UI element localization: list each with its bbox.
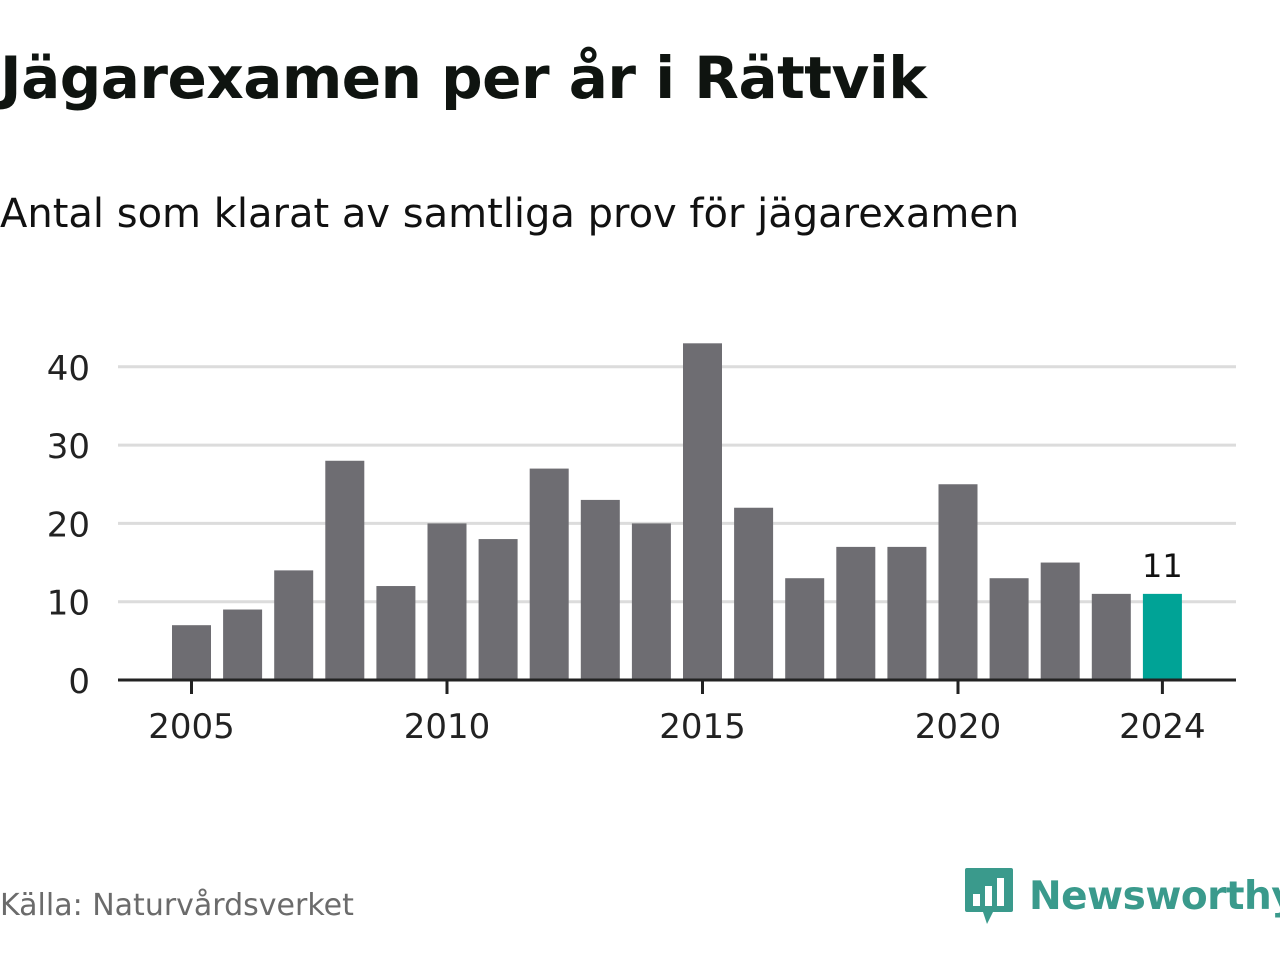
chart-title: Jägarexamen per år i Rättvik	[0, 44, 927, 112]
newsworthy-logo-icon	[965, 868, 1013, 924]
bar-2023	[1091, 593, 1131, 680]
labels: 0 10 20 30 40 2005 2010 2015 2020 2024 11	[47, 349, 1206, 747]
bar-2019	[887, 546, 927, 680]
bar-2006	[223, 609, 263, 680]
source-note: Källa: Naturvårdsverket	[0, 888, 354, 923]
y-tick-label: 30	[47, 427, 90, 467]
x-tick-label: 2010	[404, 707, 491, 747]
bar-2013	[580, 499, 620, 680]
bar-2008	[325, 460, 365, 680]
bar-2021	[989, 578, 1029, 680]
y-tick-label: 10	[47, 584, 90, 624]
bar-2007	[274, 570, 314, 680]
bar-2020	[938, 484, 978, 680]
bar-2009	[376, 586, 416, 680]
bar-2017	[785, 578, 825, 680]
data-label: 11	[1142, 547, 1183, 585]
bar-2012	[529, 468, 569, 680]
x-tick-label: 2005	[148, 707, 235, 747]
x-tick-label: 2015	[659, 707, 746, 747]
x-tick-label: 2024	[1119, 707, 1206, 747]
x-tick-label: 2020	[915, 707, 1002, 747]
bar-2018	[836, 546, 876, 680]
bar-2022	[1040, 562, 1080, 680]
chart-subtitle: Antal som klarat av samtliga prov för jä…	[0, 191, 1020, 237]
bar-2014	[631, 523, 671, 680]
y-tick-label: 0	[68, 662, 90, 702]
bar-2011	[478, 539, 518, 680]
y-tick-label: 40	[47, 349, 90, 389]
bar-2015	[683, 343, 722, 680]
bar-2005	[172, 625, 211, 680]
bars	[172, 343, 1182, 680]
brand-logo[interactable]: Newsworthy	[963, 864, 1280, 928]
brand-name: Newsworthy	[1029, 873, 1280, 919]
y-tick-label: 20	[47, 505, 90, 545]
bar-2010	[427, 523, 467, 680]
bar-2024	[1142, 593, 1182, 680]
axes	[118, 678, 1236, 694]
bar-2016	[734, 507, 774, 680]
